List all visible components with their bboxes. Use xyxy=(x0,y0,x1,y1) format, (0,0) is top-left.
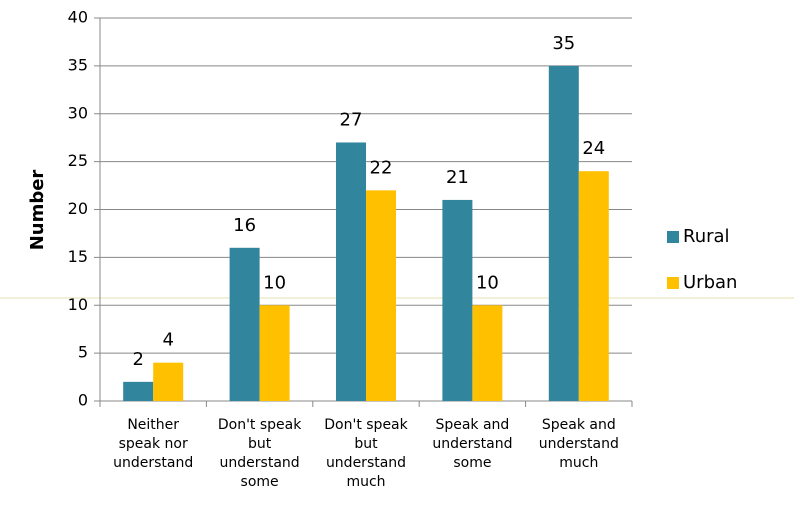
y-tick-label: 5 xyxy=(78,343,88,362)
bar xyxy=(153,362,184,401)
value-label: 10 xyxy=(263,272,286,293)
y-tick-label: 35 xyxy=(68,55,88,74)
bar xyxy=(548,65,579,401)
y-tick-label: 10 xyxy=(68,295,88,314)
legend-swatch xyxy=(667,231,679,243)
y-tick-label: 25 xyxy=(68,151,88,170)
bar xyxy=(442,199,473,401)
value-label: 27 xyxy=(340,109,363,130)
value-label: 4 xyxy=(162,330,173,351)
y-tick-label: 30 xyxy=(68,103,88,122)
bar xyxy=(472,305,503,401)
value-label: 2 xyxy=(132,349,143,370)
x-tick-label: Neither speak nor understand xyxy=(113,417,193,471)
x-tick-label: Don't speak but understand much xyxy=(324,417,408,490)
legend-label: Rural xyxy=(683,226,730,247)
y-tick-label: 0 xyxy=(78,391,88,410)
value-label: 22 xyxy=(370,157,393,178)
value-label: 16 xyxy=(233,215,256,236)
bar xyxy=(366,190,396,401)
bar xyxy=(123,381,154,401)
x-tick-label: Speak and understand some xyxy=(432,417,512,471)
value-label: 24 xyxy=(582,138,605,159)
value-label: 10 xyxy=(476,272,499,293)
bar xyxy=(336,142,366,401)
x-tick-label: Speak and understand much xyxy=(539,417,619,471)
y-tick-label: 20 xyxy=(68,199,88,218)
legend-label: Urban xyxy=(683,272,737,293)
y-tick-label: 15 xyxy=(68,247,88,266)
y-tick-label: 40 xyxy=(68,8,88,27)
legend-swatch xyxy=(667,277,679,289)
bar xyxy=(578,171,609,401)
value-label: 21 xyxy=(446,167,469,188)
bar xyxy=(259,305,290,401)
bar xyxy=(229,247,260,401)
value-label: 35 xyxy=(552,33,575,54)
y-axis-label: Number xyxy=(27,170,48,251)
x-tick-label: Don't speak but understand some xyxy=(218,417,302,490)
